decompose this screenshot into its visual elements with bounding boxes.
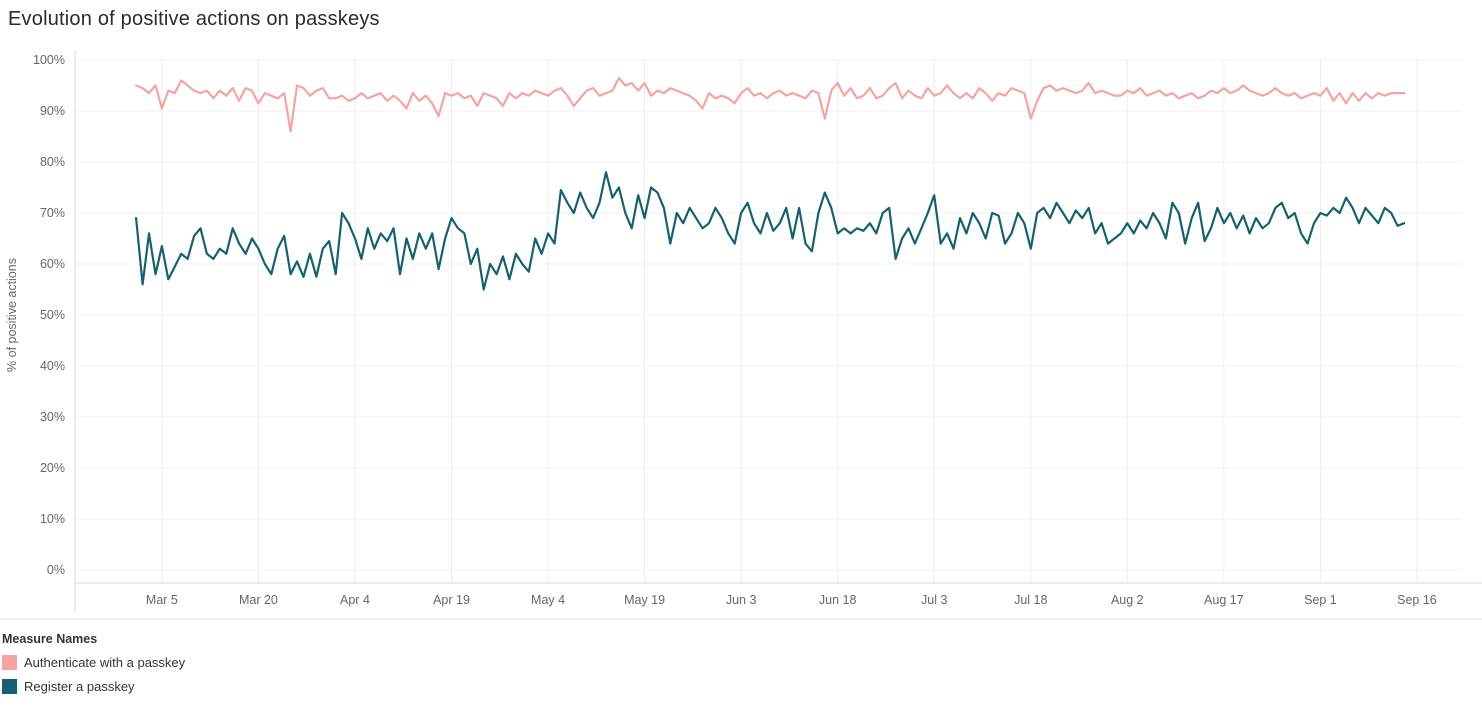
x-axis-tick-label: Jun 3	[726, 593, 757, 607]
x-axis-tick-label: Jul 3	[921, 593, 947, 607]
y-axis-tick-label: 80%	[40, 155, 65, 169]
legend-swatch-register	[2, 679, 17, 694]
legend-label-authenticate: Authenticate with a passkey	[24, 655, 186, 670]
page-title: Evolution of positive actions on passkey…	[8, 8, 380, 30]
x-axis-tick-label: Aug 2	[1111, 593, 1144, 607]
chart-svg: 0% 10% 20% 30% 40% 50% 60% 70% 80% 90% 100% Mar 5 Ma…	[0, 50, 1482, 620]
x-axis-tick-label: May 19	[624, 593, 665, 607]
y-axis-tick-label: 50%	[40, 308, 65, 322]
y-axis-tick-label: 60%	[40, 257, 65, 271]
y-axis-tick-label: 20%	[40, 461, 65, 475]
x-axis-tick-label: Mar 20	[239, 593, 278, 607]
x-axis-tick-label: Aug 17	[1204, 593, 1244, 607]
legend-title: Measure Names	[2, 632, 98, 646]
x-axis-tick-label: Jun 18	[819, 593, 857, 607]
y-axis-tick-label: 70%	[40, 206, 65, 220]
y-axis-tick-label: 0%	[47, 563, 65, 577]
legend-swatch-authenticate	[2, 655, 17, 670]
x-axis-tick-label: Jul 18	[1014, 593, 1047, 607]
legend-item-register[interactable]: Register a passkey	[2, 679, 1482, 694]
y-axis-tick-label: 30%	[40, 410, 65, 424]
series-line-register[interactable]	[135, 171, 1406, 291]
legend: Measure Names Authenticate with a passke…	[0, 620, 1482, 694]
x-axis-tick-label: Mar 5	[146, 593, 178, 607]
x-axis-tick-label: Sep 1	[1304, 593, 1337, 607]
chart: 0% 10% 20% 30% 40% 50% 60% 70% 80% 90% 100% Mar 5 Ma…	[0, 35, 1482, 620]
y-axis-tick-label: 10%	[40, 512, 65, 526]
series-line-authenticate[interactable]	[135, 76, 1406, 133]
legend-label-register: Register a passkey	[24, 679, 135, 694]
y-axis-tick-label: 90%	[40, 104, 65, 118]
x-axis-tick-label: Apr 4	[340, 593, 370, 607]
x-axis-tick-label: Apr 19	[433, 593, 470, 607]
y-axis-tick-label: 40%	[40, 359, 65, 373]
y-axis-tick-label: 100%	[33, 53, 65, 67]
x-axis-tick-label: Sep 16	[1397, 593, 1437, 607]
legend-item-authenticate[interactable]: Authenticate with a passkey	[2, 655, 1482, 670]
y-axis-title: % of positive actions	[5, 258, 19, 372]
x-axis-tick-label: May 4	[531, 593, 565, 607]
